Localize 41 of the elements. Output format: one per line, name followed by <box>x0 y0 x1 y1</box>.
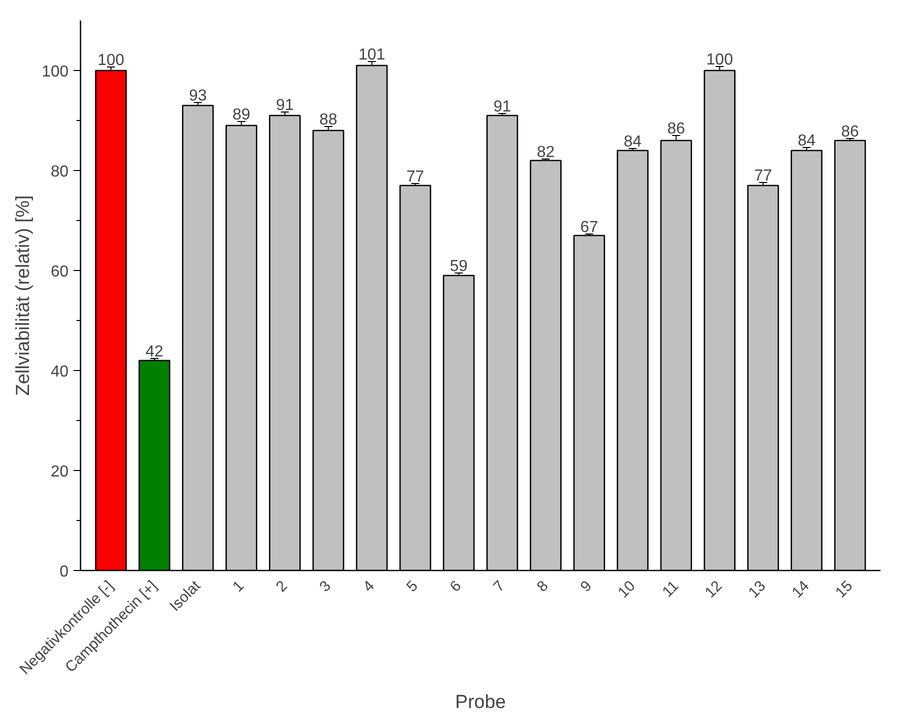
data-label: 101 <box>358 46 386 64</box>
x-tick-label: 12 <box>702 577 726 602</box>
x-tick-label: 3 <box>316 577 334 596</box>
data-label: 82 <box>536 144 555 161</box>
data-label: 77 <box>406 168 424 186</box>
x-tick-label: 13 <box>745 577 770 602</box>
x-tick-label: 10 <box>614 577 639 602</box>
data-label: 100 <box>98 52 124 69</box>
data-label: 93 <box>188 88 207 104</box>
x-tick-label: 8 <box>534 577 552 596</box>
x-tick-label: 6 <box>446 577 465 596</box>
y-tick-label: 40 <box>50 364 69 380</box>
data-label: 88 <box>319 112 338 128</box>
data-label: 77 <box>754 168 772 184</box>
data-label: 91 <box>276 97 294 114</box>
y-tick-label: 0 <box>60 564 69 580</box>
y-tick-label: 20 <box>50 464 69 480</box>
x-axis-title: Probe <box>455 692 506 713</box>
x-tick-label: 5 <box>403 577 422 596</box>
y-tick-label: 80 <box>50 164 69 180</box>
data-label: 100 <box>706 52 734 68</box>
data-label: 59 <box>450 258 468 275</box>
y-axis-title: Zellviabilität (relativ) [%] <box>12 195 34 396</box>
x-tick-label: 2 <box>272 577 291 596</box>
data-label: 86 <box>667 120 686 138</box>
data-label: 84 <box>624 134 642 150</box>
x-tick-label: 4 <box>360 577 378 596</box>
data-label: 86 <box>841 124 860 140</box>
y-tick-label: 100 <box>42 64 69 80</box>
x-tick-label: 14 <box>788 577 813 602</box>
x-tick-label: 9 <box>577 577 596 596</box>
data-label: 67 <box>580 219 598 236</box>
data-label: 89 <box>232 106 250 124</box>
data-label: 84 <box>798 132 816 150</box>
data-label: 91 <box>493 98 512 116</box>
x-tick-label: 15 <box>832 577 856 602</box>
x-tick-label: 1 <box>229 577 248 596</box>
data-label: 42 <box>146 344 164 360</box>
x-tick-label: 11 <box>659 577 682 601</box>
y-tick-label: 60 <box>50 264 69 280</box>
x-tick-label: 7 <box>490 577 508 596</box>
